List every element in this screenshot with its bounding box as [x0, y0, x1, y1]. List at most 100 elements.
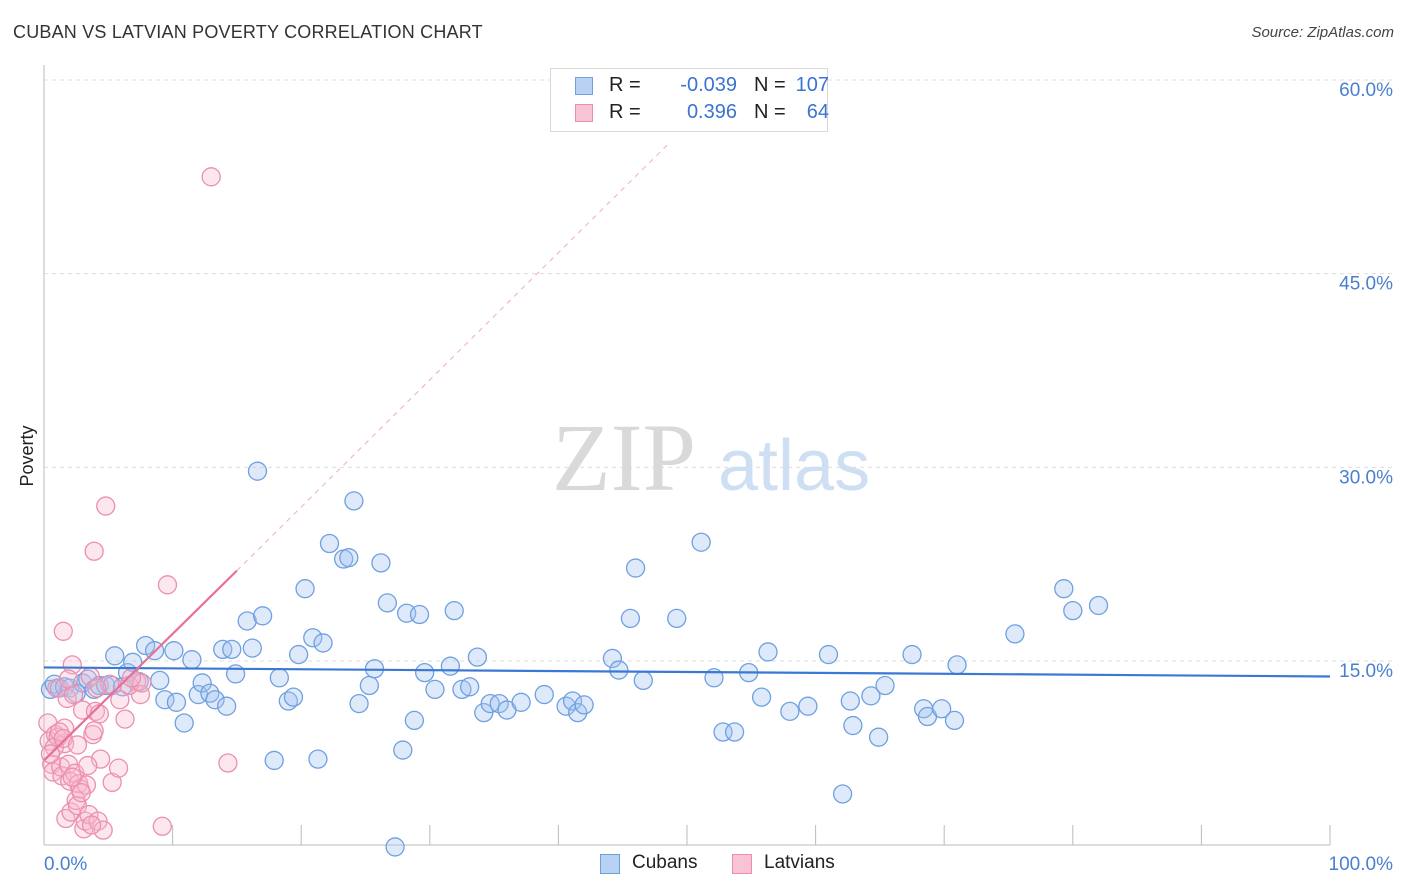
- cubans-point: [371, 553, 391, 573]
- latvians-point: [71, 783, 91, 803]
- cubans-point: [947, 655, 967, 675]
- cubans-point: [691, 532, 711, 552]
- latvians-point: [96, 496, 116, 516]
- cubans-point: [1088, 595, 1109, 616]
- cubans-point: [489, 693, 509, 714]
- cubans-point: [252, 606, 273, 626]
- latvians-point: [157, 575, 178, 595]
- cubans-point: [242, 638, 262, 658]
- cubans-point: [633, 670, 653, 691]
- latvians-point: [56, 808, 76, 829]
- latvians-point: [63, 684, 84, 705]
- cubans-point: [415, 662, 435, 683]
- y-tick-label-2: 45.0%: [1339, 274, 1393, 295]
- cubans-point: [832, 784, 853, 804]
- cubans-point: [150, 670, 170, 691]
- cubans-point: [409, 604, 430, 625]
- bottom-legend-swatch-cubans: [600, 854, 620, 874]
- cubans-point: [192, 673, 212, 693]
- cubans-point: [724, 722, 745, 742]
- gridlines: [44, 79, 1392, 662]
- cubans-point: [182, 650, 202, 670]
- cubans-point: [155, 690, 175, 710]
- cubans-point: [467, 647, 488, 667]
- latvians-point: [87, 678, 107, 698]
- cubans-point: [349, 693, 369, 714]
- cubans-point: [452, 679, 472, 700]
- cubans-point: [308, 749, 328, 769]
- cubans-point: [313, 633, 333, 653]
- y-tick-labels: 15.0% 30.0% 45.0% 60.0%: [1339, 80, 1393, 682]
- cubans-point: [1063, 600, 1083, 621]
- cubans-point: [460, 677, 480, 697]
- latvians-point: [58, 669, 79, 689]
- legend-r-value: 0.396: [686, 101, 737, 123]
- legend-n-label: N =: [754, 74, 786, 96]
- latvians-point: [152, 816, 172, 836]
- watermark-atlas: atlas: [718, 426, 870, 506]
- cubans-point: [620, 608, 641, 629]
- latvians-point: [115, 709, 135, 729]
- cubans-point: [602, 648, 623, 669]
- latvians-trend-extension: [236, 144, 669, 572]
- latvians-point: [218, 753, 238, 773]
- cubans-point: [339, 548, 359, 568]
- cubans-point: [931, 699, 952, 719]
- y-tick-label-3: 60.0%: [1339, 80, 1393, 101]
- cubans-point: [269, 668, 289, 688]
- latvians-point: [201, 167, 221, 187]
- cubans-point: [861, 686, 881, 706]
- cubans-point: [511, 692, 531, 712]
- cubans-point: [216, 696, 237, 716]
- cubans-point: [780, 701, 800, 722]
- cubans-point: [902, 644, 922, 665]
- trend-lines: [43, 569, 1331, 762]
- legend-n-value: 64: [806, 101, 829, 123]
- cubans-points: [40, 461, 1109, 857]
- cubans-point: [105, 646, 125, 666]
- cubans-point: [166, 692, 187, 712]
- cubans-point: [264, 750, 284, 771]
- cubans-point: [840, 691, 860, 711]
- cubans-point: [568, 702, 588, 723]
- legend-r-label: R =: [609, 74, 641, 96]
- latvians-point: [53, 621, 73, 641]
- latvians-point: [84, 721, 104, 741]
- cubans-point: [295, 579, 315, 599]
- cubans-point: [205, 690, 225, 710]
- cubans-point: [1054, 579, 1074, 599]
- latvians-point: [78, 755, 98, 776]
- watermark-zip: ZIP: [552, 404, 696, 511]
- latvians-point: [110, 690, 130, 710]
- cubans-point: [875, 675, 895, 696]
- cubans-point: [751, 687, 772, 707]
- y-tick-label-0: 15.0%: [1339, 661, 1393, 682]
- x-tick-label-0: 0.0%: [44, 854, 87, 875]
- cubans-point: [843, 715, 863, 736]
- latvians-point: [93, 820, 113, 840]
- latvians-trend-dashed: [236, 144, 669, 572]
- latvians-point: [132, 673, 152, 693]
- legend-r-value: -0.039: [680, 74, 737, 96]
- cubans-point: [385, 837, 405, 857]
- legend-n-value: 107: [795, 74, 829, 96]
- cubans-point: [562, 691, 583, 711]
- cubans-point: [944, 710, 965, 731]
- cubans-point: [574, 695, 594, 715]
- cubans-point: [868, 727, 889, 747]
- cubans-point: [758, 642, 778, 662]
- cubans-point: [534, 684, 554, 705]
- latvians-point: [67, 735, 88, 755]
- cubans-point: [798, 696, 818, 716]
- latvians-point: [121, 668, 142, 688]
- cubans-point: [164, 641, 184, 661]
- cubans-point: [200, 683, 220, 703]
- cubans-point: [247, 461, 268, 481]
- cubans-point: [609, 660, 629, 680]
- cubans-point: [667, 608, 687, 629]
- cubans-point: [818, 644, 839, 665]
- cubans-point: [359, 675, 380, 696]
- cubans-point: [393, 740, 413, 760]
- latvians-trend-line: [43, 569, 238, 762]
